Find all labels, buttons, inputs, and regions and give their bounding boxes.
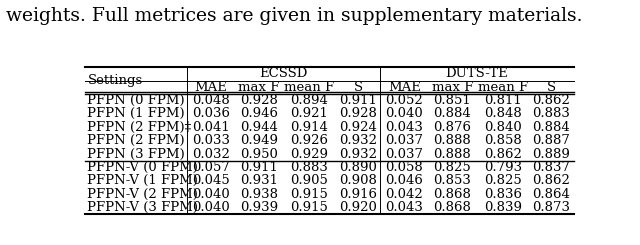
Text: 0.908: 0.908 <box>339 174 377 187</box>
Text: 0.938: 0.938 <box>240 188 278 201</box>
Text: 0.928: 0.928 <box>339 108 377 121</box>
Text: 0.887: 0.887 <box>532 134 570 147</box>
Text: 0.858: 0.858 <box>484 134 522 147</box>
Text: 0.920: 0.920 <box>339 201 377 214</box>
Text: 0.894: 0.894 <box>291 94 328 107</box>
Text: 0.932: 0.932 <box>339 134 377 147</box>
Text: 0.862: 0.862 <box>532 174 570 187</box>
Text: 0.921: 0.921 <box>291 108 328 121</box>
Text: 0.045: 0.045 <box>192 174 230 187</box>
Text: 0.932: 0.932 <box>339 147 377 160</box>
Text: 0.836: 0.836 <box>484 188 522 201</box>
Text: 0.033: 0.033 <box>192 134 230 147</box>
Text: PFPN (3 FPM): PFPN (3 FPM) <box>88 147 185 160</box>
Text: 0.825: 0.825 <box>433 161 471 174</box>
Text: 0.851: 0.851 <box>433 94 471 107</box>
Text: PFPN-V (0 FPM): PFPN-V (0 FPM) <box>88 161 198 174</box>
Text: 0.037: 0.037 <box>385 134 423 147</box>
Text: 0.058: 0.058 <box>385 161 423 174</box>
Text: 0.041: 0.041 <box>192 121 230 134</box>
Text: 0.862: 0.862 <box>484 147 522 160</box>
Text: 0.032: 0.032 <box>192 147 230 160</box>
Text: max F: max F <box>432 81 473 94</box>
Text: 0.825: 0.825 <box>484 174 522 187</box>
Text: 0.950: 0.950 <box>240 147 278 160</box>
Text: 0.043: 0.043 <box>385 121 423 134</box>
Text: S: S <box>353 81 362 94</box>
Text: 0.876: 0.876 <box>433 121 472 134</box>
Text: 0.048: 0.048 <box>192 94 230 107</box>
Text: 0.848: 0.848 <box>484 108 522 121</box>
Text: PFPN-V (1 FPM): PFPN-V (1 FPM) <box>88 174 198 187</box>
Text: PFPN-V (3 FPM): PFPN-V (3 FPM) <box>88 201 198 214</box>
Text: 0.884: 0.884 <box>433 108 471 121</box>
Text: 0.916: 0.916 <box>339 188 377 201</box>
Text: PFPN-V (2 FPM): PFPN-V (2 FPM) <box>88 188 198 201</box>
Text: 0.868: 0.868 <box>433 201 472 214</box>
Text: 0.868: 0.868 <box>433 188 472 201</box>
Text: 0.853: 0.853 <box>433 174 472 187</box>
Text: S: S <box>547 81 556 94</box>
Text: 0.946: 0.946 <box>240 108 278 121</box>
Text: mean F: mean F <box>477 81 528 94</box>
Text: 0.839: 0.839 <box>484 201 522 214</box>
Text: Settings: Settings <box>88 74 143 87</box>
Text: 0.926: 0.926 <box>291 134 328 147</box>
Text: 0.931: 0.931 <box>240 174 278 187</box>
Text: 0.928: 0.928 <box>240 94 278 107</box>
Text: 0.837: 0.837 <box>532 161 570 174</box>
Text: 0.944: 0.944 <box>240 121 278 134</box>
Text: PFPN (1 FPM): PFPN (1 FPM) <box>88 108 185 121</box>
Text: 0.862: 0.862 <box>532 94 570 107</box>
Text: 0.873: 0.873 <box>532 201 570 214</box>
Text: 0.915: 0.915 <box>291 201 328 214</box>
Text: 0.037: 0.037 <box>385 147 423 160</box>
Text: 0.911: 0.911 <box>240 161 278 174</box>
Text: 0.939: 0.939 <box>240 201 278 214</box>
Text: DUTS-TE: DUTS-TE <box>445 67 508 80</box>
Text: mean F: mean F <box>284 81 335 94</box>
Text: 0.929: 0.929 <box>291 147 328 160</box>
Text: 0.883: 0.883 <box>291 161 328 174</box>
Text: 0.042: 0.042 <box>385 188 423 201</box>
Text: PFPN (0 FPM): PFPN (0 FPM) <box>88 94 185 107</box>
Text: 0.040: 0.040 <box>385 108 423 121</box>
Text: 0.888: 0.888 <box>433 134 471 147</box>
Text: 0.924: 0.924 <box>339 121 377 134</box>
Text: 0.036: 0.036 <box>192 108 230 121</box>
Text: MAE: MAE <box>388 81 420 94</box>
Text: 0.915: 0.915 <box>291 188 328 201</box>
Text: 0.840: 0.840 <box>484 121 522 134</box>
Text: max F: max F <box>239 81 280 94</box>
Text: 0.040: 0.040 <box>192 201 230 214</box>
Text: 0.884: 0.884 <box>532 121 570 134</box>
Text: PFPN (2 FPM)‡: PFPN (2 FPM)‡ <box>88 121 192 134</box>
Text: weights. Full metrices are given in supplementary materials.: weights. Full metrices are given in supp… <box>6 7 583 25</box>
Text: 0.864: 0.864 <box>532 188 570 201</box>
Text: 0.043: 0.043 <box>385 201 423 214</box>
Text: 0.890: 0.890 <box>339 161 377 174</box>
Text: 0.811: 0.811 <box>484 94 522 107</box>
Text: 0.046: 0.046 <box>385 174 423 187</box>
Text: 0.889: 0.889 <box>532 147 570 160</box>
Text: 0.888: 0.888 <box>433 147 471 160</box>
Text: MAE: MAE <box>195 81 227 94</box>
Text: 0.905: 0.905 <box>291 174 328 187</box>
Text: 0.057: 0.057 <box>192 161 230 174</box>
Text: 0.040: 0.040 <box>192 188 230 201</box>
Text: 0.911: 0.911 <box>339 94 377 107</box>
Text: PFPN (2 FPM): PFPN (2 FPM) <box>88 134 185 147</box>
Text: 0.793: 0.793 <box>484 161 522 174</box>
Text: 0.883: 0.883 <box>532 108 570 121</box>
Text: 0.052: 0.052 <box>385 94 423 107</box>
Text: 0.914: 0.914 <box>291 121 328 134</box>
Text: 0.949: 0.949 <box>240 134 278 147</box>
Text: ECSSD: ECSSD <box>259 67 308 80</box>
